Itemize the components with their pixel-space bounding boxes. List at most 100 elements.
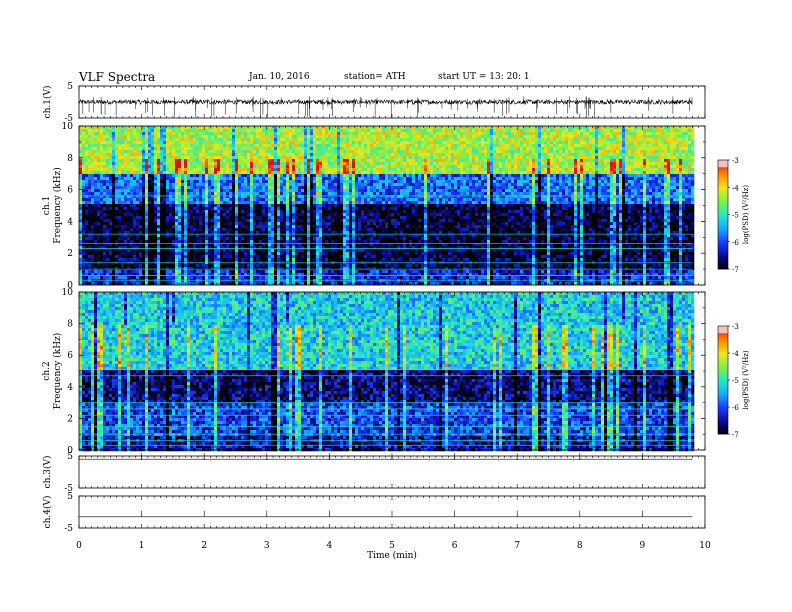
ch1-spectrogram-cell <box>235 267 239 271</box>
ch1-spectrogram-cell <box>190 276 194 280</box>
ch1-spectrogram-cell <box>355 165 359 169</box>
ch1-spectrogram-cell <box>82 204 86 208</box>
ch1-spectrogram-cell <box>223 273 227 277</box>
ch1-spectrogram-cell <box>268 162 272 166</box>
ch1-spectrogram-cell <box>127 189 131 193</box>
ch1-spectrogram-cell <box>259 165 263 169</box>
ch1-spectrogram-cell <box>187 255 191 259</box>
ch1-spectrogram-cell <box>106 201 110 205</box>
ch1-spectrogram-cell <box>349 180 353 184</box>
ch1-spectrogram-cell <box>280 255 284 259</box>
ch1-spectrogram-cell <box>217 192 221 196</box>
ch1-spectrogram-cell <box>325 282 329 286</box>
ch1-spectrogram-cell <box>274 207 278 211</box>
ch1-spectrogram-cell <box>82 195 86 199</box>
ch1-spectrogram-cell <box>316 234 320 238</box>
ch1-spectrogram-cell <box>268 225 272 229</box>
ch1-spectrogram-cell <box>232 129 236 133</box>
ch1-spectrogram-cell <box>340 138 344 142</box>
ch1-spectrogram-cell <box>343 159 347 163</box>
ch1-spectrogram-cell <box>286 267 290 271</box>
ch1-spectrogram-cell <box>157 144 161 148</box>
ch1-spectrogram-cell <box>151 186 155 190</box>
ch1-spectrogram-cell <box>217 222 221 226</box>
ch1-spectrogram-cell <box>250 243 254 247</box>
ch1-spectrogram-cell <box>133 246 137 250</box>
ch1-spectrogram-cell <box>340 180 344 184</box>
ch1-spectrogram-cell <box>94 141 98 145</box>
ch1-spectrogram-cell <box>271 252 275 256</box>
ch1-spectrogram-cell <box>124 240 128 244</box>
ch1-spectrogram-cell <box>262 144 266 148</box>
ch1-spectrogram-cell <box>277 222 281 226</box>
ch1-spectrogram-cell <box>277 165 281 169</box>
ch1-spectrogram-cell <box>289 144 293 148</box>
ch1-spectrogram-cell <box>100 279 104 283</box>
ch1-spectrogram-cell <box>94 219 98 223</box>
ch1-spectrogram-cell <box>286 156 290 160</box>
ch1-spectrogram-cell <box>124 207 128 211</box>
ch1-spectrogram-cell <box>223 180 227 184</box>
ch1-spectrogram-cell <box>211 207 215 211</box>
ch1-spectrogram-cell <box>220 198 224 202</box>
ch1-spectrogram-cell <box>343 165 347 169</box>
ch1-spectrogram-cell <box>352 138 356 142</box>
ch1-spectrogram-cell <box>322 213 326 217</box>
ch1-spectrogram-cell <box>337 135 341 139</box>
ch1-spectrogram-cell <box>88 171 92 175</box>
ch1-spectrogram-cell <box>148 126 152 130</box>
ch1-spectrogram-cell <box>346 153 350 157</box>
ch1-spectrogram-cell <box>154 279 158 283</box>
ch1-spectrogram-cell <box>103 141 107 145</box>
ch1-spectrogram-cell <box>208 216 212 220</box>
ch1-spectrogram-cell <box>295 204 299 208</box>
ch1-spectrogram-cell <box>217 138 221 142</box>
ch1-spectrogram-cell <box>238 180 242 184</box>
ch1-spectrogram-cell <box>103 231 107 235</box>
ch1-spectrogram-cell <box>223 126 227 130</box>
ch1-spectrogram-cell <box>244 144 248 148</box>
ch1-spectrogram-cell <box>166 240 170 244</box>
ch1-spectrogram-cell <box>295 192 299 196</box>
ch1-spectrogram-cell <box>343 147 347 151</box>
ch1-spectrogram-cell <box>121 264 125 268</box>
ch1-spectrogram-cell <box>277 240 281 244</box>
ch1-spectrogram-cell <box>247 153 251 157</box>
ch1-spectrogram-cell <box>151 132 155 136</box>
ch1-spectrogram-cell <box>178 219 182 223</box>
ch1-spectrogram-cell <box>124 258 128 262</box>
ch1-spectrogram-cell <box>262 201 266 205</box>
ch1-spectrogram-cell <box>193 129 197 133</box>
ch1-spectrogram-cell <box>289 246 293 250</box>
ch1-spectrogram-cell <box>160 210 164 214</box>
ch1-spectrogram-cell <box>160 222 164 226</box>
ch1-spectrogram-cell <box>334 222 338 226</box>
ch1-spectrogram-cell <box>145 249 149 253</box>
ch1-spectrogram-cell <box>145 195 149 199</box>
ch1-spectrogram-cell <box>172 168 176 172</box>
ch1-spectrogram-cell <box>100 174 104 178</box>
ch1-spectrogram-cell <box>163 189 167 193</box>
ch1-spectrogram-cell <box>313 210 317 214</box>
ch1-spectrogram-cell <box>106 282 110 286</box>
ch1-spectrogram-cell <box>205 231 209 235</box>
ch1-spectrogram-cell <box>355 159 359 163</box>
ch1-spectrogram-cell <box>112 216 116 220</box>
ch1-spectrogram-cell <box>166 264 170 268</box>
ch1-spectrogram-cell <box>280 162 284 166</box>
ch1-spectrogram-cell <box>121 210 125 214</box>
ch1-spectrogram-cell <box>325 228 329 232</box>
ch1-spectrogram-cell <box>331 174 335 178</box>
ch1-spectrogram-cell <box>139 243 143 247</box>
ch1-spectrogram-cell <box>181 168 185 172</box>
ch1-spectrogram-cell <box>211 231 215 235</box>
ch1-spectrogram-cell <box>238 195 242 199</box>
ch1-spectrogram-cell <box>349 207 353 211</box>
ch1-spectrogram-cell <box>292 246 296 250</box>
ch1-spectrogram-cell <box>268 159 272 163</box>
ch1-spectrogram-cell <box>301 159 305 163</box>
ch1-spectrogram-cell <box>292 168 296 172</box>
ch1-spectrogram-cell <box>160 204 164 208</box>
ch1-spectrogram-cell <box>88 276 92 280</box>
ch1-spectrogram-cell <box>193 171 197 175</box>
